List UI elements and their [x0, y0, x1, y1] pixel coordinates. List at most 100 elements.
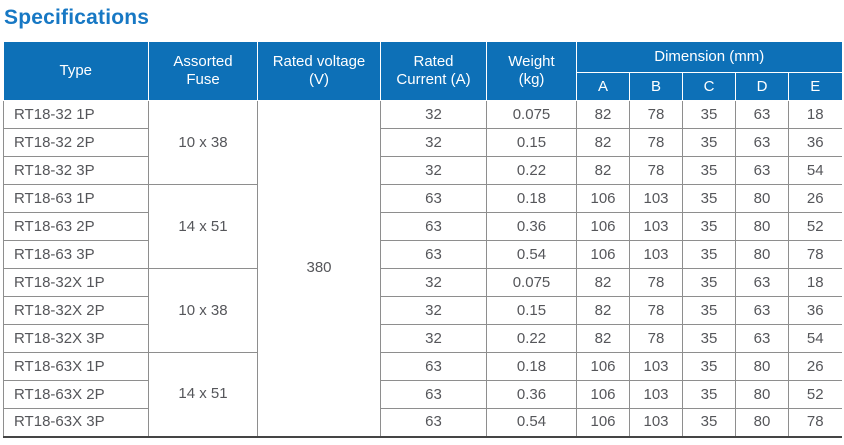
- table-row: RT18-32X 1P 10 x 38 32 0.075 82 78 35 63…: [3, 268, 842, 353]
- cell-dim-b: 103: [629, 184, 683, 213]
- table-body: RT18-32 1P 10 x 38 380 32 0.075 82 78 35…: [3, 100, 842, 437]
- cell-dim-a: 82: [576, 156, 630, 185]
- cell-dim-e: 78: [787, 408, 842, 437]
- cell-dim-e: 54: [787, 156, 842, 185]
- cell-dim-d: 80: [735, 240, 789, 269]
- cell-weight: 0.54: [486, 240, 577, 269]
- cell-dim-e: 26: [787, 184, 842, 213]
- cell-dim-d: 80: [735, 212, 789, 241]
- cell-dim-a: 106: [576, 184, 630, 213]
- table-row: RT18-32 3P 32 0.22 82 78 35 63 54: [3, 156, 842, 185]
- cell-dim-b: 103: [629, 408, 683, 437]
- table-header: Type Assorted Fuse Rated voltage (V) Rat…: [3, 41, 842, 101]
- cell-rated-current: 63: [380, 352, 487, 381]
- col-header-type: Type: [3, 41, 149, 101]
- table-row: RT18-63 3P 63 0.54 106 103 35 80 78: [3, 240, 842, 269]
- col-header-dim-c: C: [682, 72, 736, 101]
- cell-dim-c: 35: [682, 296, 736, 325]
- cell-dim-d: 63: [735, 128, 789, 157]
- cell-dim-c: 35: [682, 352, 736, 381]
- col-header-dim-e: E: [787, 72, 842, 101]
- cell-dim-b: 78: [629, 156, 683, 185]
- cell-dim-c: 35: [682, 324, 736, 353]
- cell-dim-e: 52: [787, 380, 842, 409]
- cell-assorted-fuse: 14 x 51: [148, 352, 258, 437]
- cell-dim-b: 78: [629, 100, 683, 129]
- cell-rated-current: 63: [380, 408, 487, 437]
- cell-dim-d: 80: [735, 380, 789, 409]
- cell-type: RT18-63X 3P: [3, 408, 149, 437]
- cell-type: RT18-63 1P: [3, 184, 149, 213]
- cell-dim-a: 106: [576, 240, 630, 269]
- cell-type: RT18-63 3P: [3, 240, 149, 269]
- cell-type: RT18-32X 3P: [3, 324, 149, 353]
- cell-type: RT18-32X 1P: [3, 268, 149, 297]
- cell-dim-d: 63: [735, 268, 789, 297]
- table-row: RT18-63X 2P 63 0.36 106 103 35 80 52: [3, 380, 842, 409]
- cell-rated-current: 63: [380, 212, 487, 241]
- cell-dim-a: 82: [576, 324, 630, 353]
- cell-dim-d: 63: [735, 100, 789, 129]
- cell-dim-e: 26: [787, 352, 842, 381]
- page-title: Specifications: [4, 6, 150, 29]
- cell-rated-current: 32: [380, 128, 487, 157]
- cell-type: RT18-63 2P: [3, 212, 149, 241]
- cell-dim-c: 35: [682, 380, 736, 409]
- cell-weight: 0.22: [486, 324, 577, 353]
- cell-dim-c: 35: [682, 268, 736, 297]
- cell-type: RT18-63X 2P: [3, 380, 149, 409]
- cell-weight: 0.22: [486, 156, 577, 185]
- cell-rated-current: 32: [380, 268, 487, 297]
- cell-dim-e: 36: [787, 296, 842, 325]
- table-row: RT18-63X 1P 14 x 51 63 0.18 106 103 35 8…: [3, 352, 842, 437]
- cell-dim-a: 106: [576, 380, 630, 409]
- table-row: RT18-63 2P 63 0.36 106 103 35 80 52: [3, 212, 842, 241]
- cell-weight: 0.36: [486, 212, 577, 241]
- cell-type: RT18-32 2P: [3, 128, 149, 157]
- cell-rated-current: 63: [380, 240, 487, 269]
- cell-dim-a: 82: [576, 296, 630, 325]
- cell-dim-c: 35: [682, 128, 736, 157]
- cell-rated-current: 32: [380, 156, 487, 185]
- col-header-assorted-fuse: Assorted Fuse: [148, 41, 258, 101]
- col-header-weight: Weight (kg): [486, 41, 577, 101]
- cell-dim-e: 78: [787, 240, 842, 269]
- cell-dim-a: 82: [576, 128, 630, 157]
- cell-dim-d: 63: [735, 296, 789, 325]
- cell-dim-e: 52: [787, 212, 842, 241]
- cell-dim-c: 35: [682, 240, 736, 269]
- cell-dim-b: 78: [629, 296, 683, 325]
- cell-weight: 0.18: [486, 184, 577, 213]
- table-row: RT18-32X 2P 32 0.15 82 78 35 63 36: [3, 296, 842, 325]
- col-header-dim-d: D: [735, 72, 789, 101]
- cell-type: RT18-63X 1P: [3, 352, 149, 381]
- cell-rated-voltage: 380: [257, 100, 381, 437]
- cell-dim-e: 36: [787, 128, 842, 157]
- specifications-table: Type Assorted Fuse Rated voltage (V) Rat…: [3, 41, 842, 438]
- cell-rated-current: 32: [380, 296, 487, 325]
- cell-dim-a: 106: [576, 212, 630, 241]
- cell-dim-a: 106: [576, 408, 630, 437]
- cell-dim-b: 78: [629, 268, 683, 297]
- table-row: RT18-32 2P 32 0.15 82 78 35 63 36: [3, 128, 842, 157]
- col-header-dim-b: B: [629, 72, 683, 101]
- cell-dim-d: 63: [735, 324, 789, 353]
- cell-dim-d: 80: [735, 352, 789, 381]
- cell-rated-current: 32: [380, 324, 487, 353]
- table-row: RT18-63 1P 14 x 51 63 0.18 106 103 35 80…: [3, 184, 842, 269]
- cell-weight: 0.15: [486, 296, 577, 325]
- cell-dim-c: 35: [682, 100, 736, 129]
- table-row: RT18-32X 3P 32 0.22 82 78 35 63 54: [3, 324, 842, 353]
- cell-assorted-fuse: 10 x 38: [148, 268, 258, 353]
- cell-dim-b: 103: [629, 240, 683, 269]
- cell-weight: 0.15: [486, 128, 577, 157]
- cell-dim-c: 35: [682, 156, 736, 185]
- cell-weight: 0.54: [486, 408, 577, 437]
- col-header-rated-current: Rated Current (A): [380, 41, 487, 101]
- cell-weight: 0.075: [486, 100, 577, 129]
- col-header-rated-voltage: Rated voltage (V): [257, 41, 381, 101]
- cell-rated-current: 63: [380, 380, 487, 409]
- cell-dim-b: 103: [629, 380, 683, 409]
- cell-assorted-fuse: 14 x 51: [148, 184, 258, 269]
